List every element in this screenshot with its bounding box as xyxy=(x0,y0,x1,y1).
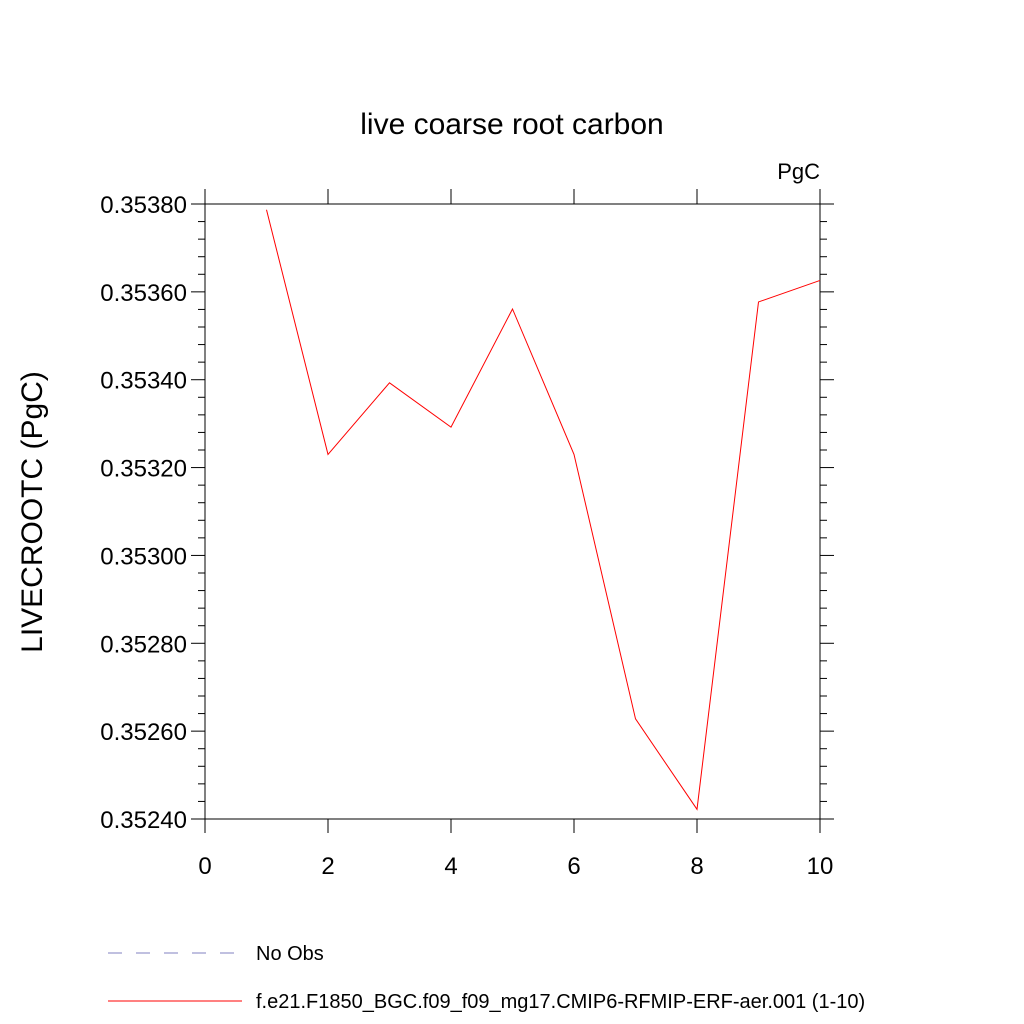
y-tick-label: 0.35340 xyxy=(100,368,187,395)
y-tick-label: 0.35280 xyxy=(100,631,187,658)
y-tick-label: 0.35260 xyxy=(100,719,187,746)
y-tick-label: 0.35320 xyxy=(100,456,187,483)
y-tick-label: 0.35240 xyxy=(100,807,187,834)
y-axis-label: LIVECROOTC (PgC) xyxy=(16,371,49,653)
x-tick-label: 2 xyxy=(321,853,334,880)
plot-area: 0.35240 0.35260 0.35280 0.35300 0.35320 0.353… xyxy=(100,189,834,880)
legend: No Obs f.e21.F1850_BGC.f09_f09_mg17.CMIP… xyxy=(108,943,865,1013)
x-tick-label: 4 xyxy=(444,853,457,880)
y-tick-label: 0.35300 xyxy=(100,543,187,570)
x-tick-label: 8 xyxy=(690,853,703,880)
x-tick-label: 0 xyxy=(198,853,211,880)
legend-label-no-obs: No Obs xyxy=(256,943,324,965)
legend-label-model: f.e21.F1850_BGC.f09_f09_mg17.CMIP6-RFMIP… xyxy=(256,991,865,1013)
x-tick-label: 6 xyxy=(567,853,580,880)
units-label: PgC xyxy=(777,159,820,184)
y-tick-label: 0.35360 xyxy=(100,280,187,307)
chart-title: live coarse root carbon xyxy=(360,108,664,141)
x-tick-label: 10 xyxy=(807,853,834,880)
series-line xyxy=(266,209,821,811)
y-tick-label: 0.35380 xyxy=(100,192,187,219)
